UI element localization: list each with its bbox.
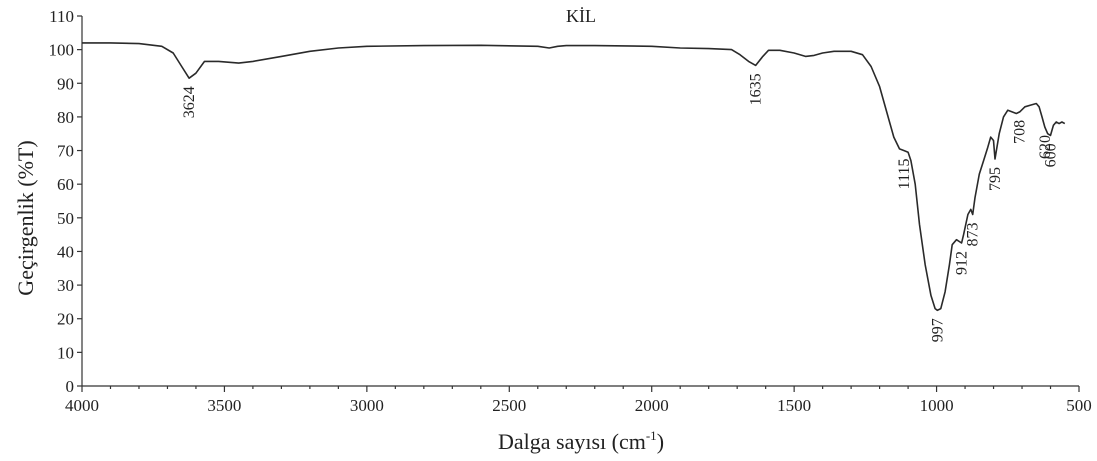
peak-label: 795: [987, 167, 1004, 191]
x-axis: 4000 3500 3000 2500 2000 1500 1000 500: [65, 385, 1092, 415]
peak-label: 873: [965, 223, 982, 247]
y-tick-label: 110: [49, 7, 74, 26]
y-tick-label: 30: [57, 276, 74, 295]
y-tick-label: 80: [57, 108, 74, 127]
x-axis-title: Dalga sayısı (cm-1): [498, 428, 664, 454]
peak-label: 3624: [181, 86, 198, 118]
peak-label: 708: [1012, 120, 1029, 144]
peak-label: 1635: [748, 73, 765, 105]
y-tick-label: 70: [57, 142, 74, 161]
peak-label: 997: [929, 318, 946, 342]
x-tick-label: 2500: [492, 396, 526, 415]
y-tick-label: 50: [57, 209, 74, 228]
x-tick-label: 3500: [207, 396, 241, 415]
x-axis-title-close: ): [657, 429, 664, 454]
y-tick-label: 20: [57, 310, 74, 329]
x-axis-title-superscript: -1: [646, 428, 657, 443]
x-tick-label: 1000: [920, 396, 954, 415]
x-tick-label: 4000: [65, 396, 99, 415]
x-tick-label: 500: [1066, 396, 1092, 415]
y-tick-label: 40: [57, 242, 74, 261]
y-axis: 0 10 20 30 40 50 60 70 80 90 100 110: [49, 7, 83, 396]
y-tick-label: 100: [49, 41, 75, 60]
transmittance-line: [82, 42, 1066, 312]
x-tick-label: 3000: [350, 396, 384, 415]
peak-label: 620: [1037, 135, 1054, 159]
y-axis-title: Geçirgenlik (%T): [13, 140, 38, 295]
y-tick-label: 0: [66, 377, 75, 396]
x-tick-label: 1500: [777, 396, 811, 415]
y-tick-label: 90: [57, 74, 74, 93]
peak-label: 600: [1043, 143, 1060, 167]
y-tick-label: 10: [57, 343, 74, 362]
x-tick-label: 2000: [635, 396, 669, 415]
series-group: [82, 42, 1066, 312]
y-tick-label: 60: [57, 175, 74, 194]
x-axis-title-main: Dalga sayısı (cm: [498, 429, 646, 454]
peak-label: 1115: [896, 159, 913, 190]
peak-label: 912: [954, 251, 971, 275]
chart-title: KİL: [566, 6, 596, 26]
